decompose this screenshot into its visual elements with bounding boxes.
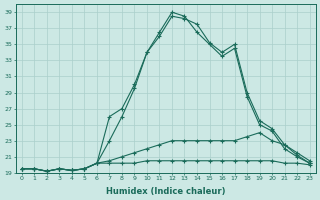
X-axis label: Humidex (Indice chaleur): Humidex (Indice chaleur) <box>106 187 226 196</box>
